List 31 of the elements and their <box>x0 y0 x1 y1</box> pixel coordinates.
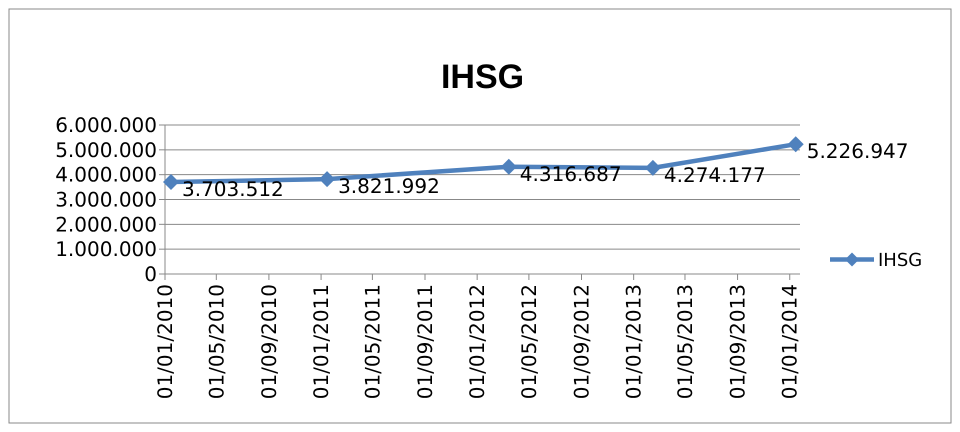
x-tick-label: 01/01/2010 <box>153 284 177 400</box>
x-tick-label: 01/05/2013 <box>672 284 697 400</box>
y-tick-label: 1.000.000 <box>55 237 157 262</box>
y-tick-label: 2.000.000 <box>55 212 157 236</box>
point <box>162 174 179 190</box>
x-tick-label: 01/05/2012 <box>516 284 541 400</box>
data-label: 3.821.992 <box>338 174 440 198</box>
x-tick-label: 01/01/2014 <box>778 284 802 400</box>
point <box>500 158 517 175</box>
data-label: 4.274.177 <box>664 162 766 187</box>
point <box>788 136 804 152</box>
chart-title: IHSG <box>440 58 524 96</box>
y-tick-label: 6.000.000 <box>55 113 157 137</box>
y-tick-label: 4.000.000 <box>55 162 157 187</box>
y-tick-label: 3.000.000 <box>55 188 157 212</box>
legend-label: IHSG <box>878 250 922 271</box>
x-tick-label: 01/01/2012 <box>465 284 490 400</box>
x-tick-label: 01/09/2011 <box>412 284 437 400</box>
x-tick-label: 01/05/2010 <box>204 284 228 400</box>
data-label: 3.703.512 <box>182 177 284 202</box>
x-tick-label: 01/05/2011 <box>360 284 384 400</box>
y-tick-label: 5.000.000 <box>55 138 157 162</box>
data-label: 4.316.687 <box>520 162 622 186</box>
x-tick-label: 01/09/2013 <box>726 284 750 400</box>
x-tick-label: 01/01/2011 <box>309 284 334 400</box>
x-tick-label: 01/09/2012 <box>569 284 594 400</box>
point <box>319 171 336 188</box>
x-tick-label: 01/09/2010 <box>256 284 281 400</box>
y-tick-label: 0 <box>144 262 157 286</box>
x-tick-label: 01/01/2013 <box>622 284 646 400</box>
data-label: 5.226.947 <box>806 139 909 164</box>
